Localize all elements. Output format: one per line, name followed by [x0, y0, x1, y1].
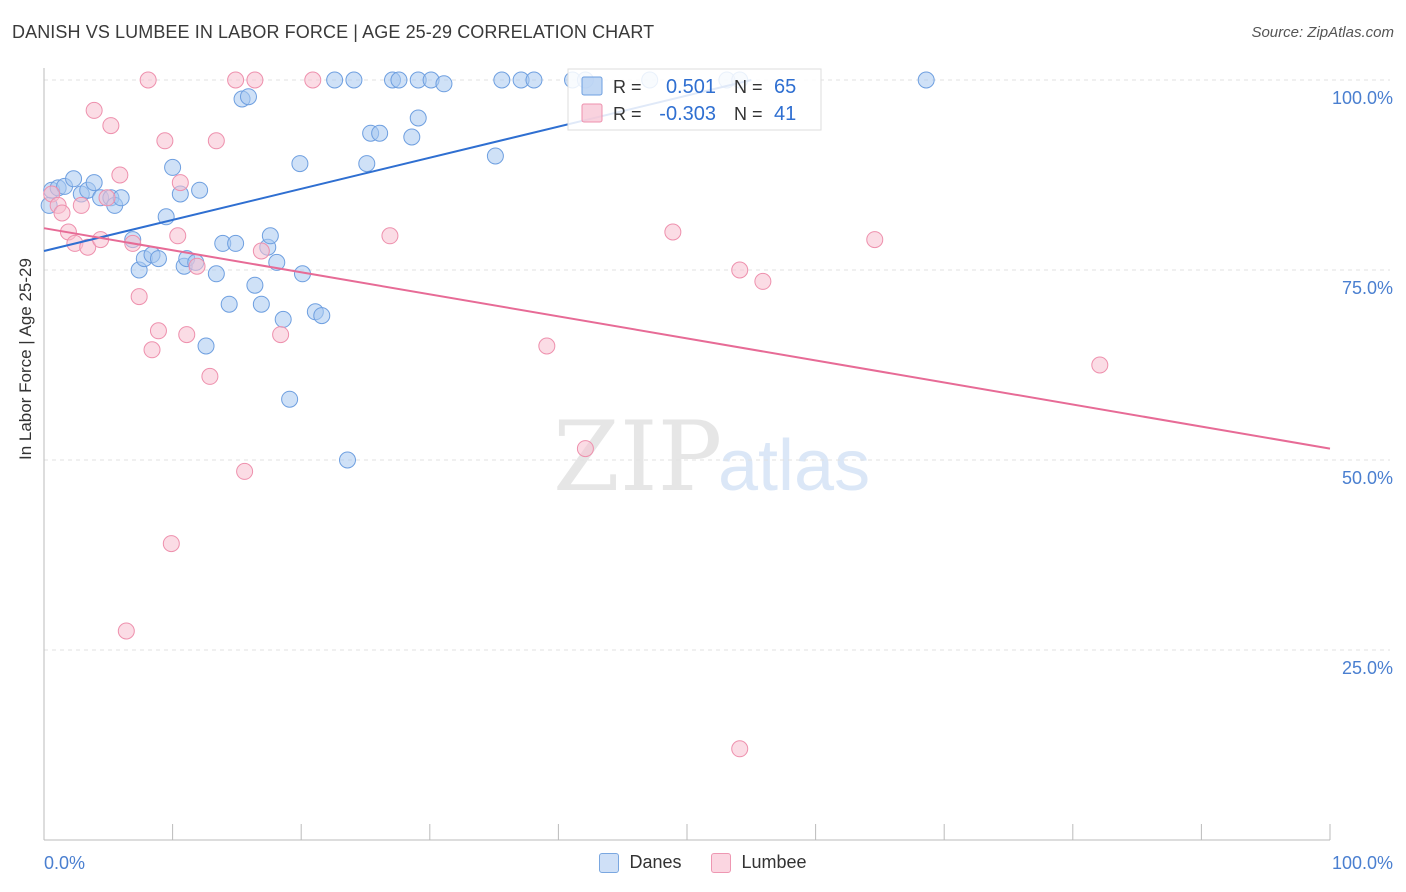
data-point-danes	[85, 174, 103, 192]
data-point-lumbee	[130, 288, 148, 306]
data-point-danes	[313, 307, 331, 325]
data-point-lumbee	[246, 71, 264, 89]
data-point-lumbee	[117, 622, 135, 640]
data-point-danes	[220, 295, 238, 313]
x-tick-label: 100.0%	[1332, 853, 1393, 873]
data-point-lumbee	[85, 101, 103, 119]
data-point-lumbee	[149, 322, 167, 340]
data-point-danes	[326, 71, 344, 89]
stats-n-value: 65	[774, 76, 796, 98]
data-point-lumbee	[171, 174, 189, 192]
legend-item-danes[interactable]: Danes	[599, 852, 681, 873]
data-point-danes	[149, 250, 167, 268]
data-point-lumbee	[111, 166, 129, 184]
y-tick-label: 100.0%	[1332, 88, 1393, 108]
data-point-danes	[261, 227, 279, 245]
data-point-danes	[917, 71, 935, 89]
data-point-lumbee	[731, 740, 749, 758]
stats-n-value: 41	[774, 103, 796, 125]
stats-swatch-danes	[581, 76, 603, 96]
stats-r-value: 0.501	[666, 76, 716, 98]
data-point-danes	[291, 155, 309, 173]
data-point-danes	[207, 265, 225, 283]
data-point-lumbee	[139, 71, 157, 89]
data-point-danes	[274, 310, 292, 328]
data-point-lumbee	[272, 326, 290, 344]
data-point-danes	[345, 71, 363, 89]
data-point-lumbee	[381, 227, 399, 245]
stats-r-label: R =	[613, 104, 642, 124]
data-point-danes	[112, 189, 130, 207]
data-point-lumbee	[252, 242, 270, 260]
data-point-lumbee	[178, 326, 196, 344]
data-point-lumbee	[143, 341, 161, 359]
data-point-danes	[435, 75, 453, 93]
legend-item-lumbee[interactable]: Lumbee	[711, 852, 807, 873]
data-point-lumbee	[236, 462, 254, 480]
bottom-legend: Danes Lumbee	[0, 852, 1406, 873]
y-tick-label: 75.0%	[1342, 278, 1393, 298]
data-point-danes	[493, 71, 511, 89]
legend-label-lumbee: Lumbee	[741, 852, 807, 872]
legend-label-danes: Danes	[629, 852, 682, 872]
data-point-lumbee	[162, 535, 180, 553]
data-point-danes	[409, 109, 427, 127]
data-point-lumbee	[72, 196, 90, 214]
data-point-lumbee	[731, 261, 749, 279]
data-point-danes	[191, 181, 209, 199]
watermark-zip: ZIP	[553, 401, 722, 513]
stats-legend: R = 0.501 N = 65 R = -0.303 N = 41	[567, 68, 822, 131]
data-point-lumbee	[207, 132, 225, 150]
stats-n-label: N =	[734, 104, 763, 124]
data-point-lumbee	[98, 189, 116, 207]
data-point-danes	[246, 276, 264, 294]
trend-line-lumbee	[43, 227, 1331, 450]
lumbee-swatch	[711, 852, 732, 873]
data-point-lumbee	[79, 238, 97, 256]
data-point-danes	[403, 128, 421, 146]
y-tick-label: 50.0%	[1342, 468, 1393, 488]
data-point-danes	[390, 71, 408, 89]
data-point-danes	[239, 88, 257, 106]
data-point-lumbee	[201, 367, 219, 385]
data-point-lumbee	[156, 132, 174, 150]
data-point-lumbee	[227, 71, 245, 89]
data-point-danes	[227, 234, 245, 252]
data-point-lumbee	[304, 71, 322, 89]
data-point-danes	[338, 451, 356, 469]
data-point-danes	[281, 390, 299, 408]
chart-source: Source: ZipAtlas.com	[1251, 24, 1394, 41]
stats-legend-box	[567, 68, 822, 131]
data-point-danes	[525, 71, 543, 89]
data-point-danes	[358, 155, 376, 173]
data-point-lumbee	[754, 272, 772, 290]
stats-swatch-lumbee	[581, 103, 603, 123]
danes-swatch	[599, 852, 620, 873]
data-point-lumbee	[169, 227, 187, 245]
data-point-lumbee	[664, 223, 682, 241]
data-point-danes	[65, 170, 83, 188]
y-tick-label: 25.0%	[1342, 658, 1393, 678]
watermark-atlas: atlas	[718, 426, 870, 506]
stats-n-label: N =	[734, 77, 763, 97]
data-point-lumbee	[53, 204, 71, 222]
chart-title: DANISH VS LUMBEE IN LABOR FORCE | AGE 25…	[12, 22, 655, 42]
data-point-danes	[486, 147, 504, 165]
x-tick-label: 0.0%	[44, 853, 85, 873]
data-point-lumbee	[538, 337, 556, 355]
data-point-lumbee	[866, 231, 884, 249]
data-point-lumbee	[1091, 356, 1109, 374]
data-point-lumbee	[188, 257, 206, 275]
data-point-lumbee	[102, 117, 120, 135]
data-point-danes	[164, 158, 182, 176]
stats-r-label: R =	[613, 77, 642, 97]
data-point-danes	[252, 295, 270, 313]
data-point-danes	[371, 124, 389, 142]
data-point-lumbee	[576, 440, 594, 458]
stats-r-value: -0.303	[659, 103, 716, 125]
data-point-danes	[197, 337, 215, 355]
